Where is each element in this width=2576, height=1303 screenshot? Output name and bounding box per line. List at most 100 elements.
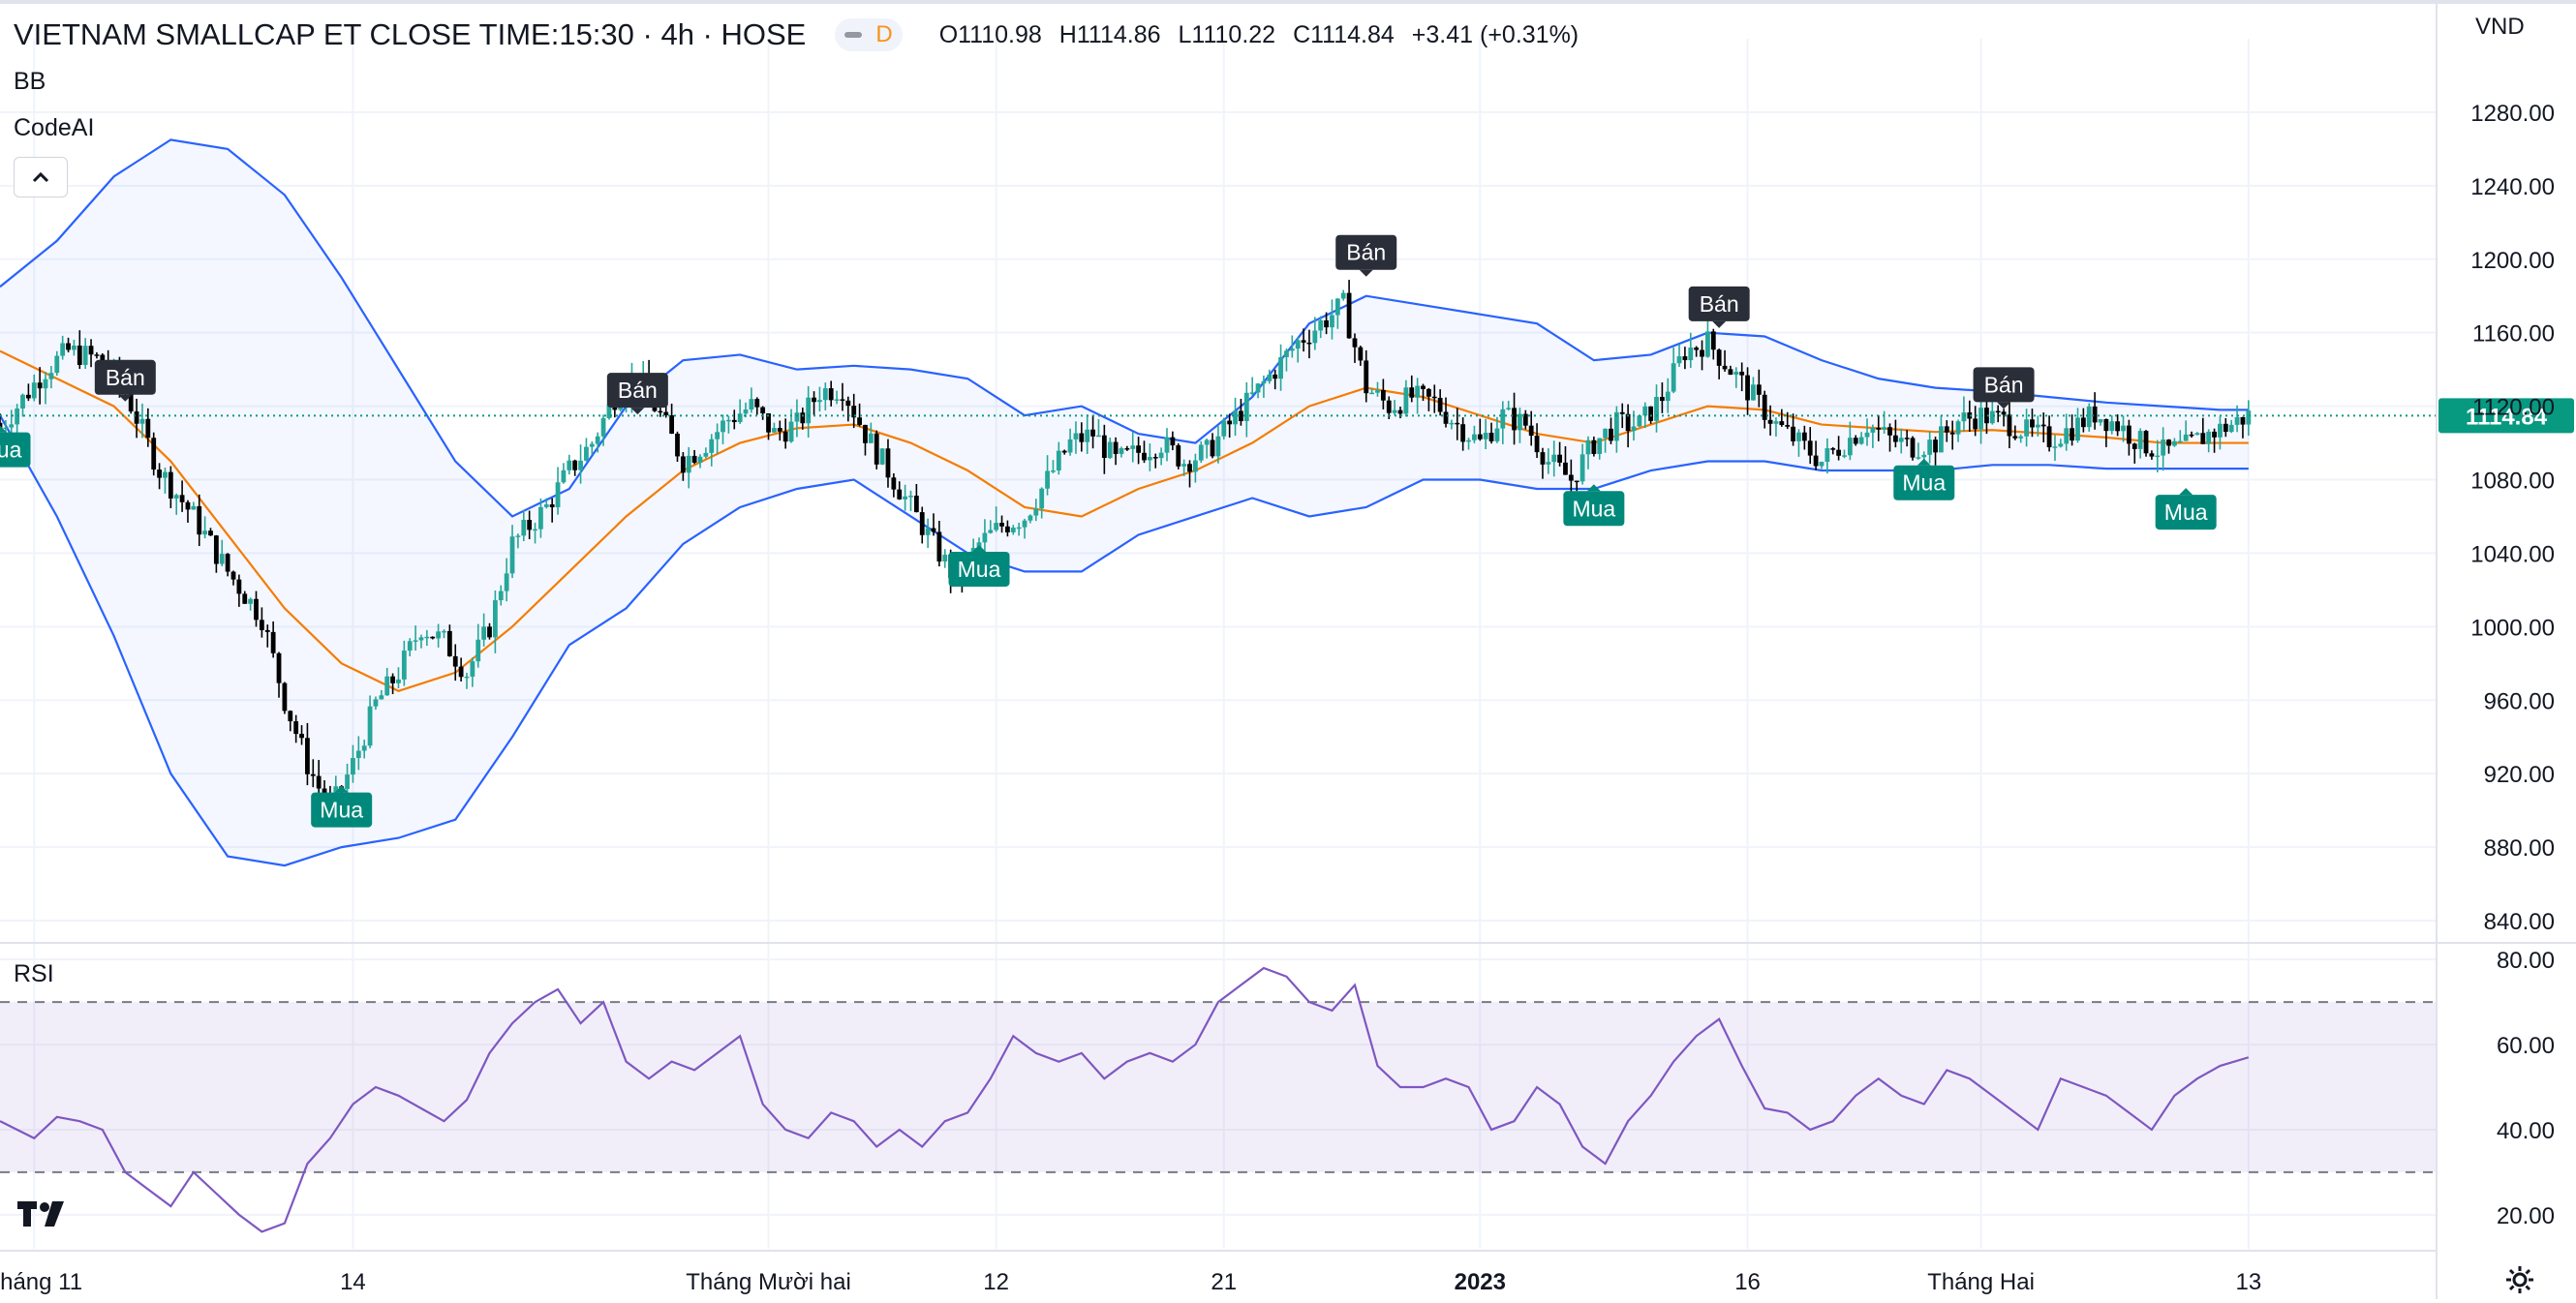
candle-body [1198,444,1204,461]
candle-body [857,417,862,425]
buy-signal-box [1563,491,1625,527]
signal-pointer [1712,320,1727,328]
candle-body [288,711,293,722]
sell-signal-label: Bán [618,378,658,403]
candle-body [2143,431,2149,454]
candle-body [373,699,379,707]
price-axis[interactable]: 1280.00 1240.00 1200.00 1160.00 1120.00 1080.… [2470,101,2555,935]
last-price-tag [2438,398,2574,434]
candle-body [1449,422,1455,425]
price-tick-label: 1120.00 [2472,395,2555,421]
candle-body [1488,433,1494,441]
candle-body [1779,421,1785,426]
gear-icon[interactable] [2504,1264,2535,1303]
change-value: +3.41 (+0.31%) [1411,20,1579,48]
candle-body [270,631,276,653]
candle-body [1403,387,1409,414]
candle-body [1243,392,1249,422]
symbol-title[interactable]: VIETNAM SMALLCAP ET CLOSE TIME:15:30 · 4… [14,17,807,51]
candle-body [504,573,509,591]
candle-body [1796,432,1801,441]
signal-pointer [2179,488,2193,496]
candle-body [345,774,350,790]
candle-body [1352,338,1358,348]
candle-body [316,775,322,789]
candle-body [2206,431,2212,444]
candle-body [1665,391,1671,402]
candle-body [845,400,851,407]
candle-body [1944,426,1949,433]
candle-body [543,504,549,507]
time-tick-label: 16 [1734,1269,1761,1295]
indicator-bb[interactable]: BB [14,68,46,95]
candle-body [248,598,254,604]
candle-body [743,409,749,414]
buy-signal-label: Mua [0,438,22,463]
candle-body [1096,435,1101,438]
candle-body [1431,396,1437,399]
candle-body [1739,372,1745,376]
candle-body [1455,422,1460,425]
price-tick-label: 840.00 [2484,909,2555,935]
candle-body [1375,390,1380,393]
candle-body [2103,419,2109,432]
candle-body [2001,411,2007,415]
indicator-rsi[interactable]: RSI [14,960,54,987]
candle-body [1181,464,1187,467]
candle-body [163,471,168,478]
rsi-axis[interactable]: 80.00 60.00 40.00 20.00 [2497,948,2555,1229]
signal-pointer [0,425,7,433]
candle-body [436,631,442,639]
buy-signal-label: Mua [1572,496,1615,521]
candle-body [766,412,771,433]
candle-body [2035,424,2040,428]
candle-body [88,346,94,355]
candle-body [1892,435,1898,442]
candle-body [1676,356,1682,364]
candle-body [885,448,891,478]
collapse-legend-button[interactable] [14,157,68,197]
time-axis[interactable]: Tháng 11 14 Tháng Mười hai 12 21 2023 16 Tháng … [0,1269,2261,1295]
candle-body [549,504,555,508]
candle-body [931,528,936,532]
candle-body [1289,348,1295,351]
candle-body [0,422,3,429]
candle-body [242,593,248,604]
candle-body [1164,437,1170,453]
time-tick-label: 12 [983,1269,1009,1295]
candle-body [2046,426,2052,448]
candle-body [1955,421,1961,435]
interval-badge[interactable]: D [835,18,903,51]
candle-body [2086,406,2092,428]
candle-body [1978,408,1983,430]
candle-body [1591,439,1597,454]
candle-body [1249,392,1255,394]
indicator-codeai[interactable]: CodeAI [14,114,95,141]
candle-body [1671,363,1676,392]
candle-body [2080,417,2086,428]
tradingview-logo[interactable] [17,1197,76,1237]
buy-signal-box [1893,465,1955,500]
bb-upper-line [0,138,2249,518]
candle-body [1079,433,1085,442]
candle-body [527,520,533,530]
candle-body [782,431,788,442]
candle-body [1540,452,1546,465]
time-tick-label: 13 [2235,1269,2261,1295]
bollinger-band-fill [0,139,2249,866]
candle-body [2007,414,2012,437]
candle-body [470,661,475,677]
candle-body [2075,417,2080,441]
candle-body [1773,421,1779,424]
candle-body [1722,365,1728,370]
candle-body [1557,454,1562,463]
candle-body [1631,426,1637,432]
price-tick-label: 1080.00 [2470,469,2555,495]
candle-body [903,496,908,500]
currency-selector[interactable]: VND [2475,14,2525,40]
candle-body [1301,340,1306,343]
candle-body [1568,474,1574,481]
candle-body [219,554,225,564]
rsi-tick-label: 80.00 [2497,948,2555,974]
